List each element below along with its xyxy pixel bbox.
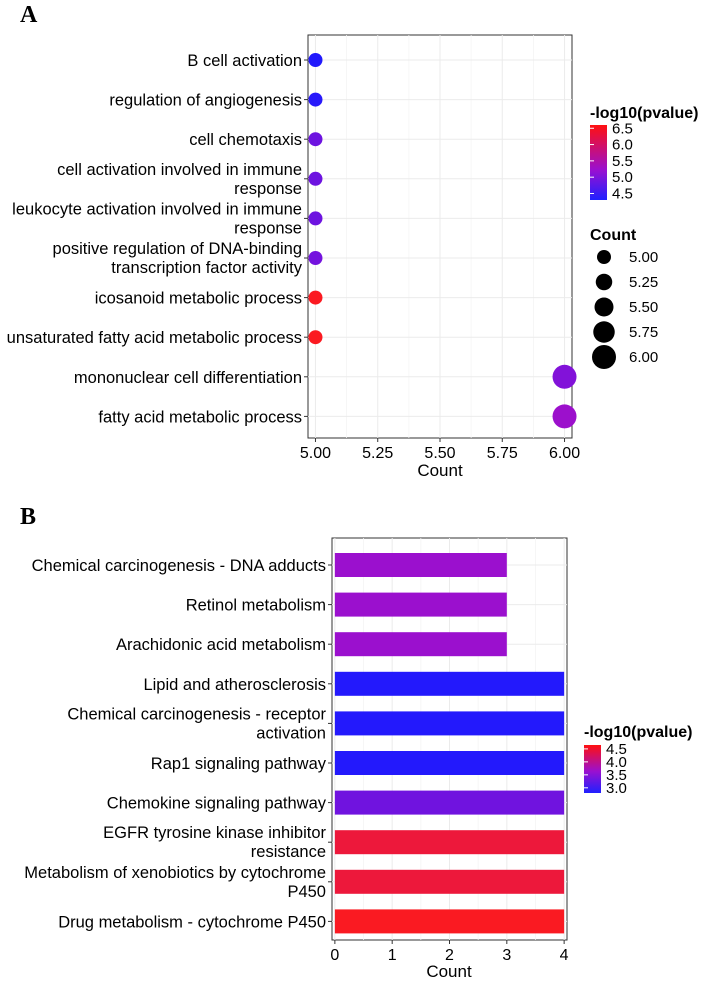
panel-b-y-label: Rap1 signaling pathway (151, 755, 327, 773)
panel-a-y-label: fatty acid metabolic process (98, 408, 302, 426)
panel-a-y-label: regulation of angiogenesis (109, 92, 302, 110)
panel-a-color-legend-title: -log10(pvalue) (590, 105, 698, 122)
panel-b-bar (334, 830, 565, 855)
panel-b-color-legend-title: -log10(pvalue) (584, 724, 692, 741)
panel-b-bar (334, 632, 507, 657)
panel-a-size-legend-label: 5.50 (629, 299, 658, 316)
panel-a-point (308, 53, 323, 67)
panel-a-point (308, 132, 323, 147)
panel-a-y-label: cell activation involved in immune (57, 161, 302, 179)
panel-b-bar (334, 790, 565, 815)
panel-a-xtick-label: 6.00 (549, 445, 580, 462)
panel-a-size-legend-title: Count (590, 227, 637, 244)
panel-a-point (308, 251, 323, 265)
panel-b-colorbar (584, 745, 601, 793)
panel-b-xtick-label: 2 (445, 947, 454, 964)
panel-a-colorbar-label: 4.5 (612, 185, 633, 202)
panel-a-points (308, 53, 577, 429)
panel-a-size-legend-dot (595, 273, 613, 291)
panel-a-colorbar-label: 6.0 (612, 137, 633, 154)
panel-a-point (308, 211, 323, 226)
panel-a-point (308, 171, 323, 186)
panel-a-point (552, 404, 577, 429)
panel-a-size-legend-dot (594, 297, 614, 317)
panel-a-x-ticks: 5.00 5.25 5.50 5.75 6.00 (300, 438, 580, 462)
panel-a-xtick-label: 5.75 (487, 445, 518, 462)
panel-a-colorbar-ticks: 6.56.05.55.04.5 (590, 120, 633, 202)
panel-b-bars (334, 553, 565, 934)
panel-b-y-label: resistance (251, 843, 326, 861)
panel-b-bar (334, 711, 565, 736)
panel-a: A B cell activation regulation of angioge… (7, 2, 699, 480)
panel-b-y-label: activation (256, 724, 326, 742)
panel-a-size-legend: 5.00 5.25 5.50 5.75 6.00 (592, 249, 658, 369)
panel-b-y-label: Lipid and atherosclerosis (143, 676, 326, 694)
panel-a-size-legend-label: 5.25 (629, 274, 658, 291)
panel-a-size-legend-label: 5.75 (629, 324, 658, 341)
panel-b-colorbar-ticks: 4.54.03.53.0 (584, 741, 627, 797)
panel-b-bar (334, 751, 565, 775)
panel-a-xtick-label: 5.50 (424, 445, 455, 462)
panel-a-x-title: Count (417, 461, 463, 480)
panel-b-colorbar-label: 4.5 (606, 741, 627, 758)
panel-a-y-label: response (234, 180, 302, 198)
panel-b-label: B (20, 504, 36, 530)
panel-b-bar (334, 553, 507, 577)
panel-a-grid (308, 35, 572, 438)
panel-a-y-label: transcription factor activity (111, 259, 302, 277)
panel-a-size-legend-dot (593, 321, 615, 343)
panel-b-colorbar-label: 3.5 (606, 767, 627, 784)
panel-a-y-label: unsaturated fatty acid metabolic process (7, 329, 302, 347)
panel-a-label: A (20, 2, 38, 28)
panel-a-colorbar-label: 5.5 (612, 153, 633, 170)
panel-b-y-label: Arachidonic acid metabolism (116, 636, 326, 654)
panel-a-xtick-label: 5.00 (300, 445, 331, 462)
panel-b-xtick-label: 3 (502, 947, 511, 964)
panel-b: B Chemical carcinogenesis - DNA adducts R… (20, 504, 692, 981)
panel-b-bar (334, 909, 565, 934)
panel-a-y-label: leukocyte activation involved in immune (12, 200, 302, 218)
panel-b-y-label: P450 (287, 883, 326, 901)
panel-a-y-label: mononuclear cell differentiation (74, 369, 302, 387)
panel-a-size-legend-label: 6.00 (629, 349, 658, 366)
panel-b-y-label: Chemokine signaling pathway (107, 795, 327, 813)
panel-a-size-legend-dot (597, 250, 611, 264)
panel-a-y-labels: B cell activation regulation of angiogene… (7, 52, 308, 426)
panel-a-colorbar-label: 5.0 (612, 169, 633, 186)
panel-a-colorbar (590, 125, 607, 200)
panel-b-colorbar-label: 4.0 (606, 754, 627, 771)
panel-b-y-label: Drug metabolism - cytochrome P450 (58, 913, 326, 931)
panel-b-x-ticks: 0 1 2 3 4 (330, 940, 569, 964)
panel-b-y-label: Metabolism of xenobiotics by cytochrome (24, 864, 326, 882)
panel-b-bar (334, 671, 565, 696)
panel-b-y-label: Retinol metabolism (186, 597, 326, 615)
panel-a-size-legend-dot (592, 345, 616, 369)
panel-b-xtick-label: 1 (388, 947, 397, 964)
panel-b-y-labels: Chemical carcinogenesis - DNA adducts Ret… (24, 557, 332, 931)
panel-a-y-label: icosanoid metabolic process (95, 290, 302, 308)
panel-a-y-label: B cell activation (187, 52, 302, 70)
panel-a-y-label: positive regulation of DNA-binding (53, 240, 302, 258)
panel-b-colorbar-label: 3.0 (606, 780, 627, 797)
panel-b-y-label: EGFR tyrosine kinase inhibitor (103, 824, 326, 842)
panel-a-point (308, 290, 323, 305)
panel-a-size-legend-label: 5.00 (629, 249, 658, 266)
panel-a-point (308, 330, 323, 345)
panel-a-point (308, 92, 323, 107)
panel-a-colorbar-label: 6.5 (612, 120, 633, 137)
panel-b-bar (334, 869, 565, 894)
panel-a-y-label: response (234, 219, 302, 237)
panel-b-x-title: Count (426, 962, 472, 981)
panel-b-xtick-label: 4 (560, 947, 569, 964)
panel-b-xtick-label: 0 (330, 947, 339, 964)
panel-b-bar (334, 592, 507, 617)
panel-a-xtick-label: 5.25 (362, 445, 393, 462)
panel-a-y-label: cell chemotaxis (189, 131, 302, 149)
panel-b-y-label: Chemical carcinogenesis - DNA adducts (32, 557, 326, 575)
panel-b-y-label: Chemical carcinogenesis - receptor (67, 705, 326, 723)
panel-a-point (552, 364, 577, 389)
